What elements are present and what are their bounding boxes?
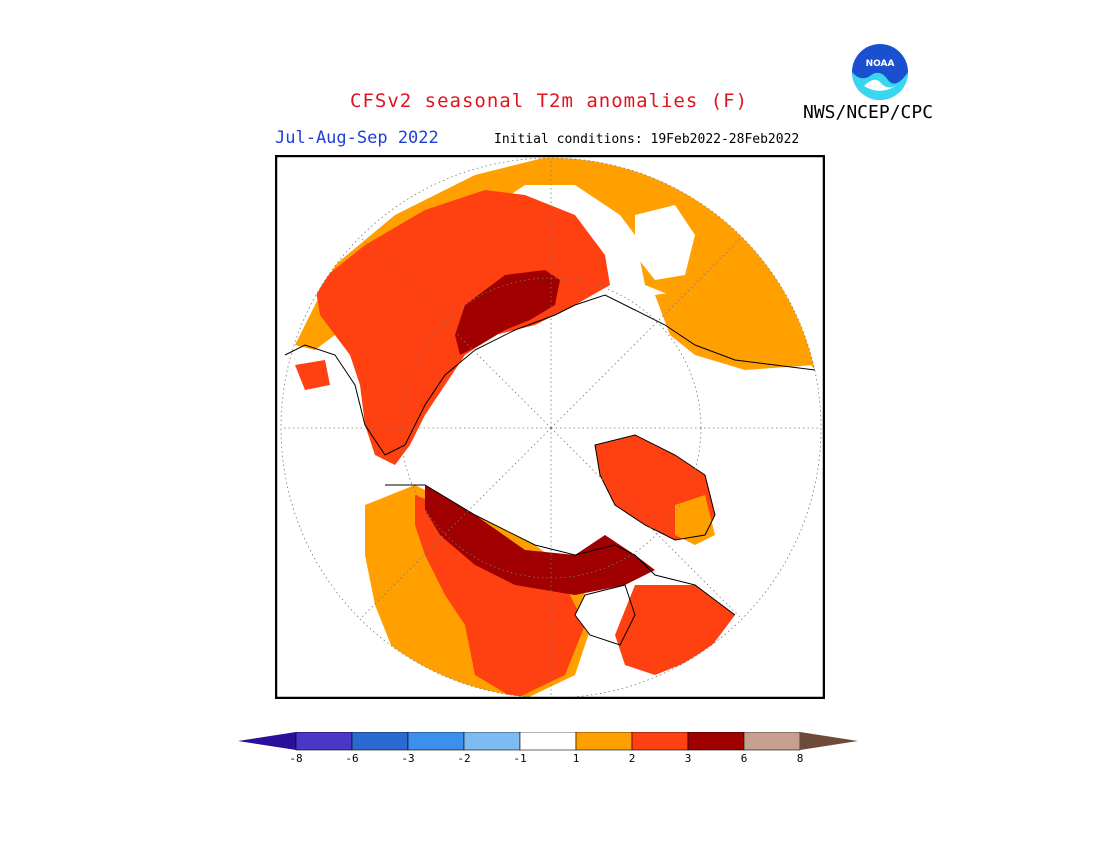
colorbar-tick-label: 2 (628, 752, 636, 765)
map-frame (275, 155, 825, 699)
colorbar-tick-label: 8 (796, 752, 804, 765)
colorbar-swatch (743, 732, 801, 751)
anomaly-region-orange-greenland-coast (675, 495, 715, 545)
colorbar-swatch (463, 732, 521, 751)
colorbar-swatch (575, 732, 633, 751)
colorbar-swatch (351, 732, 409, 751)
anomaly-region-darkred-canada (425, 485, 655, 595)
colorbar-swatch (687, 732, 745, 751)
colorbar-tick-label: 1 (572, 752, 580, 765)
colorbar-tick-label: -1 (513, 752, 527, 765)
graticule (280, 157, 822, 699)
coastlines (284, 294, 816, 646)
anomaly-region-orange-east (655, 285, 815, 370)
anomaly-map (275, 155, 825, 699)
chart-title: CFSv2 seasonal T2m anomalies (F) (350, 90, 749, 112)
colorbar-tick-label: -8 (289, 752, 303, 765)
colorbar-tick-label: -3 (401, 752, 415, 765)
colorbar-tick-label: -6 (345, 752, 359, 765)
colorbar-arrow-low (238, 732, 296, 750)
colorbar-arrow-high (800, 732, 858, 750)
colorbar (238, 732, 858, 751)
colorbar-tick-label: 3 (684, 752, 692, 765)
colorbar-swatch (631, 732, 689, 751)
initial-conditions-label: Initial conditions: 19Feb2022-28Feb2022 (494, 132, 800, 147)
anomaly-region-red-europe (295, 360, 330, 390)
colorbar-swatch (407, 732, 465, 751)
colorbar-tick-label: 6 (740, 752, 748, 765)
noaa-logo-icon: NOAA (850, 42, 910, 102)
agency-label: NWS/NCEP/CPC (803, 102, 934, 123)
logo-text: NOAA (866, 59, 895, 69)
anomaly-region-darkred-siberia (455, 270, 560, 355)
colorbar-swatch (295, 732, 353, 751)
colorbar-swatch (519, 732, 577, 751)
season-label: Jul-Aug-Sep 2022 (275, 128, 439, 148)
anomaly-region-white-asia (635, 205, 695, 280)
anomaly-region-orange-top (295, 158, 821, 370)
colorbar-tick-label: -2 (457, 752, 471, 765)
